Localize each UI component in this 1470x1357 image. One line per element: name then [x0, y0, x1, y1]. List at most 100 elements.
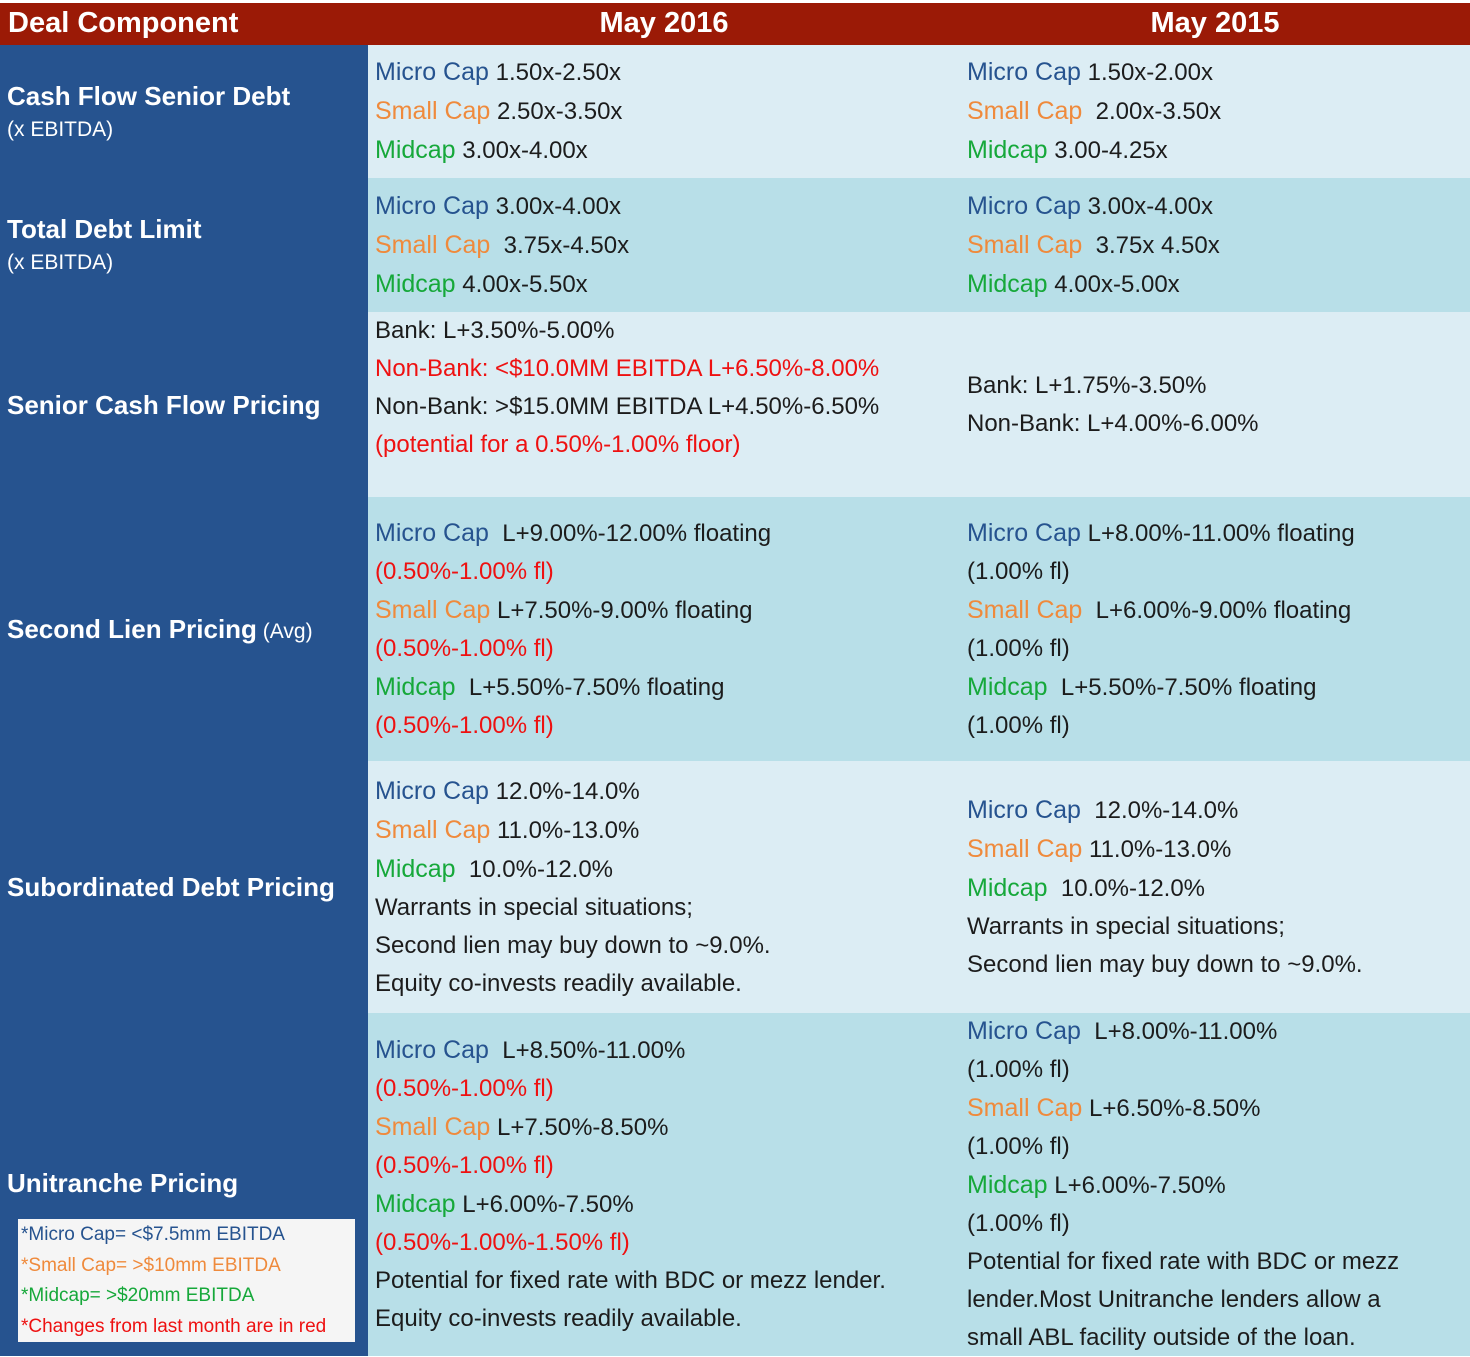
cell-cash-flow-senior-debt-2015: Micro Cap 1.50x-2.00x Small Cap 2.00x-3.… — [960, 45, 1470, 178]
small-cap-floor: (0.50%-1.00% fl) — [375, 634, 554, 662]
micro-cap-floor: (0.50%-1.00% fl) — [375, 1075, 554, 1102]
small-cap-value: L+6.50%-8.50% — [1082, 1095, 1261, 1122]
midcap-value: 4.00x-5.00x — [1047, 270, 1180, 298]
row-title-suffix: (Avg) — [256, 619, 313, 643]
row-label-second-lien-pricing: Second Lien Pricing (Avg) — [0, 497, 368, 761]
legend-changes: *Changes from last month are in red — [21, 1315, 327, 1337]
micro-cap-label: Micro Cap — [375, 776, 489, 805]
fixed-rate-note: Potential for fixed rate with BDC or mez… — [967, 1248, 1400, 1275]
midcap-label: Midcap — [967, 1171, 1048, 1199]
midcap-label: Midcap — [375, 854, 456, 883]
micro-cap-value: L+8.00%-11.00% — [1080, 1018, 1278, 1045]
cell-unitranche-pricing-2015: Micro Cap L+8.00%-11.00% (1.00% fl) Smal… — [960, 1013, 1470, 1356]
row-label-senior-cash-flow-pricing: Senior Cash Flow Pricing — [0, 312, 368, 497]
midcap-label: Midcap — [375, 269, 456, 298]
small-cap-label: Small Cap — [967, 595, 1083, 624]
small-cap-value: L+7.50%-9.00% floating — [490, 596, 753, 624]
small-cap-label: Small Cap — [375, 97, 491, 125]
micro-cap-floor: (1.00% fl) — [967, 1056, 1070, 1083]
cell-senior-cash-flow-pricing-2016: Bank: L+3.50%-5.00% Non-Bank: <$10.0MM E… — [368, 312, 960, 497]
row-subtitle: (x EBITDA) — [7, 117, 114, 141]
small-cap-label: Small Cap — [375, 230, 491, 259]
midcap-label: Midcap — [375, 1190, 456, 1218]
row-title: Subordinated Debt Pricing — [7, 872, 335, 902]
header-may-2016: May 2016 — [368, 3, 960, 45]
micro-cap-label: Micro Cap — [375, 58, 489, 86]
cell-subordinated-debt-pricing-2016: Micro Cap 12.0%-14.0% Small Cap 11.0%-13… — [368, 761, 960, 1013]
warrants-note: Warrants in special situations; — [967, 912, 1285, 940]
cell-cash-flow-senior-debt-2016: Micro Cap 1.50x-2.50x Small Cap 2.50x-3.… — [368, 45, 960, 178]
small-cap-label: Small Cap — [375, 815, 491, 844]
micro-cap-label: Micro Cap — [375, 518, 489, 547]
micro-cap-label: Micro Cap — [375, 1036, 489, 1064]
abl-facility-note: small ABL facility outside of the loan. — [967, 1324, 1356, 1351]
cell-unitranche-pricing-2016: Micro Cap L+8.50%-11.00% (0.50%-1.00% fl… — [368, 1013, 960, 1356]
fixed-rate-note: Potential for fixed rate with BDC or mez… — [375, 1267, 886, 1294]
row-subtitle: (x EBITDA) — [7, 251, 114, 274]
midcap-value: 3.00-4.25x — [1047, 137, 1168, 164]
small-cap-label: Small Cap — [967, 230, 1083, 259]
cell-second-lien-pricing-2016: Micro Cap L+9.00%-12.00% floating (0.50%… — [368, 497, 960, 761]
small-cap-label: Small Cap — [967, 97, 1083, 125]
midcap-value: L+5.50%-7.50% floating — [1047, 673, 1317, 701]
micro-cap-label: Micro Cap — [967, 518, 1081, 547]
small-cap-label: Small Cap — [375, 1113, 491, 1141]
midcap-label: Midcap — [967, 269, 1048, 298]
row-title: Second Lien Pricing (Avg) — [7, 613, 313, 644]
second-lien-note: Second lien may buy down to ~9.0%. — [375, 931, 771, 959]
midcap-value: 4.00x-5.50x — [455, 270, 588, 298]
equity-note: Equity co-invests readily available. — [375, 969, 742, 997]
micro-cap-value: L+8.00%-11.00% floating — [1080, 519, 1355, 547]
micro-cap-value: L+8.50%-11.00% — [488, 1037, 686, 1064]
midcap-label: Midcap — [375, 672, 456, 701]
legend-micro-cap: *Micro Cap= <$7.5mm EBITDA — [21, 1224, 285, 1245]
small-cap-value: 3.75x 4.50x — [1082, 231, 1220, 259]
micro-cap-value: 3.00x-4.00x — [488, 192, 622, 220]
cell-total-debt-limit-2016: Micro Cap 3.00x-4.00x Small Cap 3.75x-4.… — [368, 178, 960, 312]
midcap-floor: (1.00% fl) — [967, 711, 1070, 739]
small-cap-floor: (1.00% fl) — [967, 634, 1070, 662]
small-cap-floor: (1.00% fl) — [967, 1133, 1070, 1160]
bank-pricing: Bank: L+3.50%-5.00% — [375, 317, 615, 344]
header-may-2015: May 2015 — [960, 3, 1470, 45]
cell-subordinated-debt-pricing-2015: Micro Cap 12.0%-14.0% Small Cap 11.0%-13… — [960, 761, 1470, 1013]
cell-total-debt-limit-2015: Micro Cap 3.00x-4.00x Small Cap 3.75x 4.… — [960, 178, 1470, 312]
bank-pricing: Bank: L+1.75%-3.50% — [967, 371, 1207, 399]
midcap-floor: (0.50%-1.00% fl) — [375, 711, 554, 739]
midcap-value: 10.0%-12.0% — [455, 855, 614, 883]
micro-cap-value: 3.00x-4.00x — [1080, 192, 1214, 220]
small-cap-value: L+6.00%-9.00% floating — [1082, 596, 1352, 624]
small-cap-value: 3.75x-4.50x — [490, 231, 630, 259]
micro-cap-label: Micro Cap — [967, 1017, 1081, 1045]
micro-cap-label: Micro Cap — [967, 191, 1081, 220]
micro-cap-label: Micro Cap — [967, 795, 1081, 824]
small-cap-value: L+7.50%-8.50% — [490, 1114, 669, 1141]
cell-second-lien-pricing-2015: Micro Cap L+8.00%-11.00% floating (1.00%… — [960, 497, 1470, 761]
micro-cap-value: 1.50x-2.50x — [488, 59, 622, 86]
non-bank-pricing: Non-Bank: L+4.00%-6.00% — [967, 409, 1259, 437]
small-cap-value: 11.0%-13.0% — [1082, 835, 1232, 863]
micro-cap-floor: (0.50%-1.00% fl) — [375, 557, 554, 585]
micro-cap-value: 12.0%-14.0% — [1080, 796, 1239, 824]
legend-midcap: *Midcap= >$20mm EBITDA — [21, 1285, 255, 1306]
row-label-total-debt-limit: Total Debt Limit (x EBITDA) — [0, 178, 368, 312]
row-label-subordinated-debt-pricing: Subordinated Debt Pricing — [0, 761, 368, 1013]
micro-cap-label: Micro Cap — [967, 58, 1081, 86]
row-title: Senior Cash Flow Pricing — [7, 389, 321, 420]
midcap-value: 3.00x-4.00x — [455, 137, 588, 164]
micro-cap-label: Micro Cap — [375, 191, 489, 220]
small-cap-label: Small Cap — [375, 595, 491, 624]
micro-cap-value: 12.0%-14.0% — [488, 777, 640, 805]
header-deal-component: Deal Component — [0, 3, 368, 45]
non-bank-large-pricing: Non-Bank: >$15.0MM EBITDA L+4.50%-6.50% — [375, 393, 880, 420]
small-cap-floor: (0.50%-1.00% fl) — [375, 1152, 554, 1179]
small-cap-label: Small Cap — [967, 1094, 1083, 1122]
midcap-label: Midcap — [967, 136, 1048, 164]
second-lien-note: Second lien may buy down to ~9.0%. — [967, 950, 1363, 978]
legend-box: *Micro Cap= <$7.5mm EBITDA *Small Cap= >… — [18, 1219, 355, 1342]
midcap-floor: (1.00% fl) — [967, 1210, 1070, 1237]
small-cap-value: 11.0%-13.0% — [490, 816, 640, 844]
midcap-label: Midcap — [375, 136, 456, 164]
small-cap-label: Small Cap — [967, 834, 1083, 863]
